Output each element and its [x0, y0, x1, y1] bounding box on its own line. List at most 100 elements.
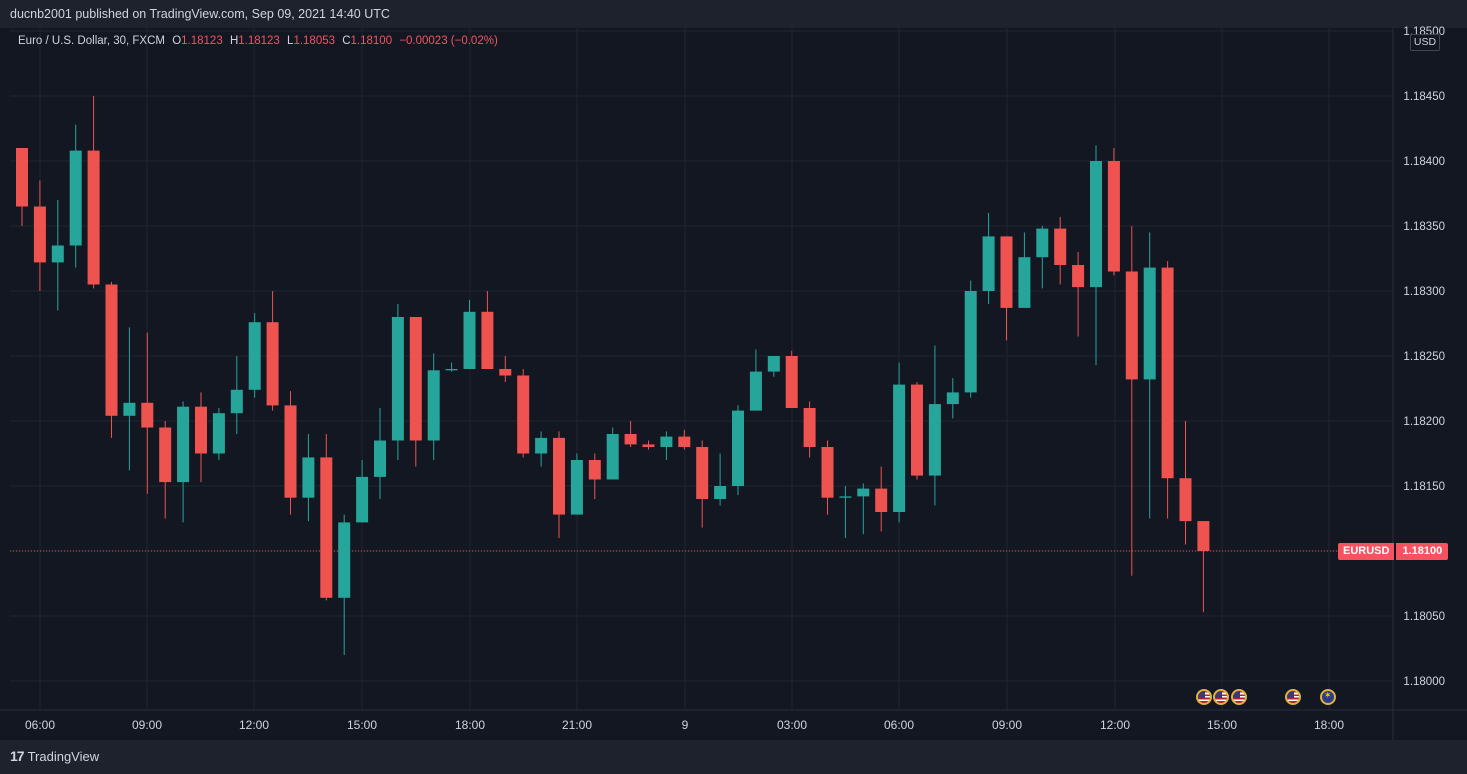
- candle[interactable]: [767, 356, 780, 377]
- candle[interactable]: [875, 466, 888, 532]
- candle[interactable]: [51, 200, 64, 311]
- candle-body: [391, 317, 404, 441]
- candle-body: [1018, 257, 1031, 308]
- candle-body: [356, 476, 369, 523]
- candle[interactable]: [1054, 216, 1067, 285]
- candle[interactable]: [391, 304, 404, 460]
- candle[interactable]: [356, 460, 369, 523]
- candle[interactable]: [16, 148, 28, 226]
- candle[interactable]: [749, 349, 762, 411]
- candle[interactable]: [1018, 232, 1031, 308]
- candle[interactable]: [463, 300, 476, 369]
- candle-body: [624, 434, 637, 445]
- last-price-value: 1.18100: [1396, 543, 1449, 560]
- candle[interactable]: [1036, 226, 1049, 289]
- candle-body: [749, 371, 762, 411]
- candle[interactable]: [177, 401, 190, 523]
- candle[interactable]: [660, 431, 673, 460]
- candle[interactable]: [911, 382, 923, 480]
- candle[interactable]: [732, 405, 744, 496]
- candle[interactable]: [212, 408, 225, 460]
- candle[interactable]: [69, 124, 82, 268]
- candle[interactable]: [266, 291, 279, 411]
- us-flag-icon[interactable]: [1231, 689, 1247, 705]
- candle[interactable]: [427, 353, 440, 460]
- candle[interactable]: [553, 431, 565, 538]
- candle[interactable]: [1072, 252, 1085, 337]
- candle-body: [1107, 161, 1120, 272]
- candle-body: [16, 148, 28, 207]
- currency-label[interactable]: USD: [1410, 34, 1440, 51]
- open-label: O: [172, 35, 182, 47]
- candle[interactable]: [105, 281, 118, 438]
- candle[interactable]: [964, 280, 977, 398]
- candle[interactable]: [714, 453, 727, 506]
- candle[interactable]: [1090, 145, 1102, 366]
- candle[interactable]: [141, 332, 154, 494]
- candle[interactable]: [1143, 232, 1156, 519]
- candle-body: [732, 410, 744, 486]
- us-flag-icon[interactable]: [1285, 689, 1301, 705]
- last-price-tag: EURUSD 1.18100: [1338, 543, 1449, 560]
- candle[interactable]: [499, 356, 512, 382]
- candle[interactable]: [821, 440, 834, 515]
- candle-body: [821, 447, 834, 498]
- candle[interactable]: [606, 427, 619, 480]
- candle[interactable]: [588, 453, 601, 500]
- candle[interactable]: [678, 430, 691, 450]
- candle[interactable]: [195, 392, 207, 483]
- candle[interactable]: [893, 362, 906, 523]
- candle-body: [499, 369, 512, 376]
- candle[interactable]: [535, 431, 548, 467]
- candle[interactable]: [284, 391, 297, 515]
- candle[interactable]: [338, 514, 351, 655]
- candle[interactable]: [302, 434, 315, 522]
- candle[interactable]: [982, 213, 995, 304]
- candle[interactable]: [230, 356, 243, 434]
- candle-body: [1000, 236, 1013, 308]
- candle[interactable]: [445, 362, 458, 372]
- candle-body: [51, 245, 64, 263]
- candle[interactable]: [481, 291, 494, 369]
- candle[interactable]: [570, 453, 583, 515]
- candle[interactable]: [1161, 261, 1174, 519]
- candle-body: [1179, 478, 1192, 522]
- candle[interactable]: [409, 317, 422, 467]
- eu-flag-icon[interactable]: [1320, 689, 1336, 705]
- candle[interactable]: [87, 96, 100, 289]
- candle[interactable]: [946, 378, 959, 419]
- candle[interactable]: [1197, 521, 1210, 613]
- high-label: H: [229, 35, 239, 47]
- change-value: −0.00023 (−0.02%): [399, 35, 498, 47]
- tradingview-logo[interactable]: 17 TradingView: [10, 748, 99, 764]
- candle[interactable]: [248, 313, 261, 398]
- candle[interactable]: [517, 369, 530, 458]
- candle-body: [212, 413, 225, 454]
- candle[interactable]: [374, 408, 386, 499]
- candle[interactable]: [857, 483, 870, 535]
- candle[interactable]: [839, 486, 852, 538]
- candle[interactable]: [785, 350, 798, 408]
- candle[interactable]: [320, 434, 333, 601]
- candle[interactable]: [33, 180, 46, 292]
- us-flag-icon[interactable]: [1196, 689, 1212, 705]
- candle[interactable]: [803, 401, 816, 458]
- candle[interactable]: [696, 440, 709, 528]
- candle[interactable]: [123, 327, 136, 471]
- low-label: L: [287, 35, 294, 47]
- y-tick-label: 1.18200: [1403, 416, 1445, 428]
- candle[interactable]: [159, 421, 172, 519]
- publisher-bar: ducnb2001 published on TradingView.com, …: [0, 0, 1467, 28]
- candle[interactable]: [642, 440, 655, 450]
- candle[interactable]: [928, 345, 941, 506]
- y-tick-label: 1.18000: [1403, 676, 1445, 688]
- candle[interactable]: [1125, 226, 1138, 576]
- candle[interactable]: [1000, 236, 1013, 341]
- candle[interactable]: [624, 421, 637, 447]
- close-label: C: [342, 35, 351, 47]
- candle[interactable]: [1179, 421, 1192, 545]
- candle-body: [123, 402, 136, 416]
- candle[interactable]: [1107, 148, 1120, 276]
- us-flag-icon[interactable]: [1213, 689, 1229, 705]
